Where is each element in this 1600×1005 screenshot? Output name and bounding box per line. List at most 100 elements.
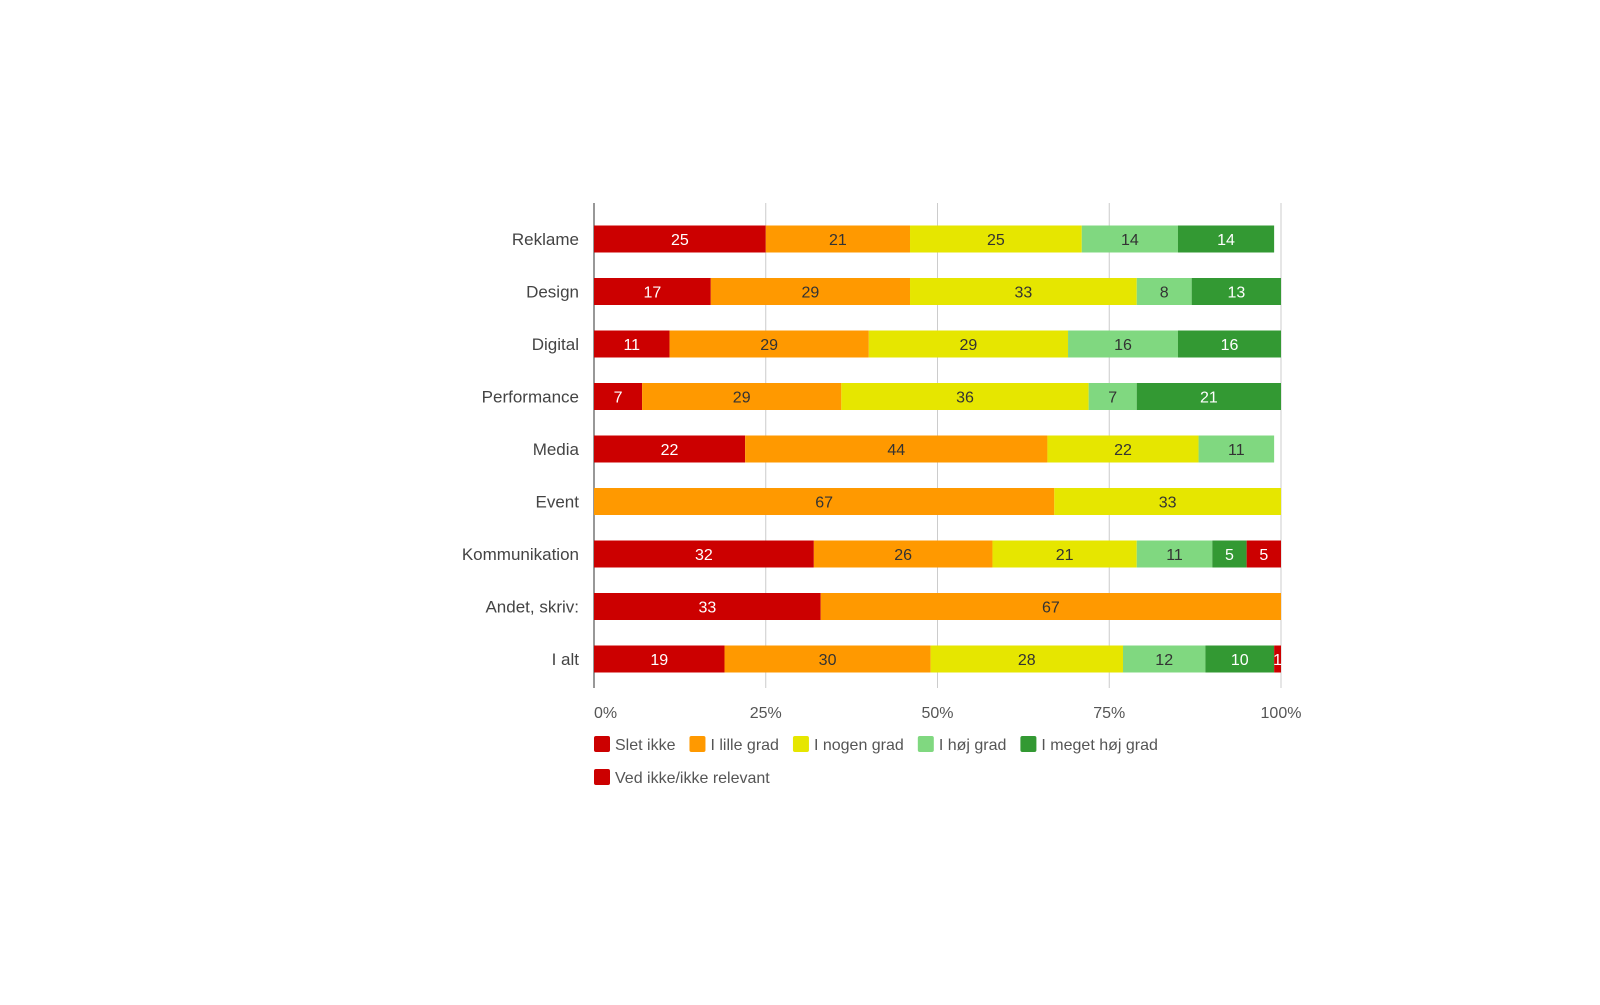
bar-segment: [669, 330, 869, 358]
bar-value-label: 11: [623, 337, 640, 354]
bar-segment: [1177, 225, 1275, 253]
legend-swatch: [1020, 736, 1037, 752]
bar-segment: [1068, 330, 1178, 358]
legend-label: I lille grad: [710, 737, 778, 754]
bar-segment: [1274, 645, 1281, 673]
category-label: Event: [536, 493, 580, 512]
bar-value-label: 11: [1166, 547, 1183, 564]
legend-swatch: [594, 736, 610, 752]
bar-segment: [594, 645, 725, 673]
bar-segment: [1191, 278, 1281, 305]
bar-value-label: 11: [1228, 442, 1245, 459]
legend-label: I høj grad: [939, 737, 1007, 754]
bar-value-labels: 25 21 25 14 14 17 29 33 8 13 11 29 29 16 1 67 29 36 7 21 22 4…: [614, 232, 1283, 669]
bar-value-label: 33: [1159, 495, 1177, 512]
bar-value-label: 22: [661, 442, 679, 459]
x-tick-label: 100%: [1261, 705, 1302, 722]
bar-value-label: 7: [614, 390, 623, 407]
bar-value-label: 16: [1114, 337, 1132, 354]
legend-swatch: [792, 736, 809, 752]
bar-value-label: 14: [1217, 232, 1235, 249]
bar-segment: [594, 540, 814, 568]
bar-value-label: 22: [1114, 442, 1132, 459]
bar-value-label: 17: [643, 285, 661, 302]
bar-value-label: 32: [695, 547, 713, 564]
bar-segment: [868, 330, 1069, 358]
bar-value-label: 33: [698, 600, 716, 617]
bar-value-label: 1: [1273, 652, 1282, 669]
bar-segment: [710, 278, 911, 305]
bar-value-label: 21: [1056, 547, 1074, 564]
legend-label: Slet ikke: [615, 737, 676, 754]
bar-value-label: 25: [671, 232, 689, 249]
bar-segment: [1122, 645, 1206, 673]
bar-value-label: 29: [733, 390, 751, 407]
legend: Slet ikke I lille grad I nogen grad I høj g…: [594, 736, 1158, 787]
bar-segment: [1136, 278, 1192, 305]
bar-value-label: 29: [760, 337, 778, 354]
bar-segment: [594, 593, 821, 620]
bar-segment: [1205, 645, 1275, 673]
bar-value-label: 13: [1227, 285, 1245, 302]
bar-segment: [1047, 435, 1199, 463]
bar-segment: [813, 540, 993, 568]
bar-segment: [594, 488, 1055, 515]
bar-value-label: 29: [960, 337, 978, 354]
bar-value-label: 16: [1221, 337, 1239, 354]
x-tick-label: 50%: [921, 705, 953, 722]
category-label: Andet, skriv:: [485, 598, 579, 617]
bar-segment: [910, 225, 1082, 253]
bar-segment: [1136, 383, 1281, 410]
bar-value-label: 21: [829, 232, 847, 249]
bar-segment: [765, 225, 911, 253]
legend-swatch: [594, 769, 610, 785]
bar-segment: [820, 593, 1281, 620]
x-axis-tick-labels: 0% 25% 50% 75% 100%: [594, 705, 1301, 722]
bar-value-label: 44: [887, 442, 905, 459]
bar-value-label: 30: [819, 652, 837, 669]
bar-segment: [594, 278, 711, 305]
bar-value-label: 21: [1200, 390, 1218, 407]
bar-value-label: 25: [987, 232, 1005, 249]
bar-segment: [745, 435, 1048, 463]
category-axis-labels: Reklame Design Digital Performance Media Even…: [462, 230, 580, 669]
bar-segment: [1136, 540, 1213, 568]
bar-value-label: 29: [802, 285, 820, 302]
bar-value-label: 67: [815, 495, 833, 512]
legend-swatch: [917, 736, 934, 752]
bar-value-label: 8: [1160, 285, 1169, 302]
bar-value-label: 28: [1018, 652, 1036, 669]
bar-segment: [594, 330, 670, 358]
bar-segment: [724, 645, 931, 673]
bar-segment: [1177, 330, 1281, 358]
bar-segment: [992, 540, 1137, 568]
bar-value-label: 5: [1259, 547, 1268, 564]
bars: [594, 225, 1281, 673]
bar-segment: [1054, 488, 1281, 515]
category-label: Kommunikation: [462, 545, 579, 564]
legend-label: I nogen grad: [814, 737, 904, 754]
bar-value-label: 33: [1014, 285, 1032, 302]
legend-label: I meget høj grad: [1041, 737, 1158, 754]
bar-value-label: 36: [956, 390, 974, 407]
bar-segment: [1198, 435, 1275, 463]
bar-value-label: 14: [1121, 232, 1139, 249]
legend-swatch: [689, 736, 706, 752]
bar-value-label: 10: [1231, 652, 1249, 669]
bar-segment: [1246, 540, 1281, 568]
bar-value-label: 26: [894, 547, 912, 564]
bar-value-label: 12: [1155, 652, 1173, 669]
category-label: Performance: [482, 388, 579, 407]
x-tick-label: 0%: [594, 705, 617, 722]
bar-value-label: 5: [1225, 547, 1234, 564]
bar-value-label: 19: [650, 652, 668, 669]
bar-value-label: 67: [1042, 600, 1060, 617]
bar-segment: [1212, 540, 1247, 568]
bar-segment: [930, 645, 1123, 673]
bar-segment: [594, 383, 643, 410]
bar-segment: [594, 225, 766, 253]
x-tick-label: 75%: [1093, 705, 1125, 722]
bar-segment: [1081, 225, 1178, 253]
